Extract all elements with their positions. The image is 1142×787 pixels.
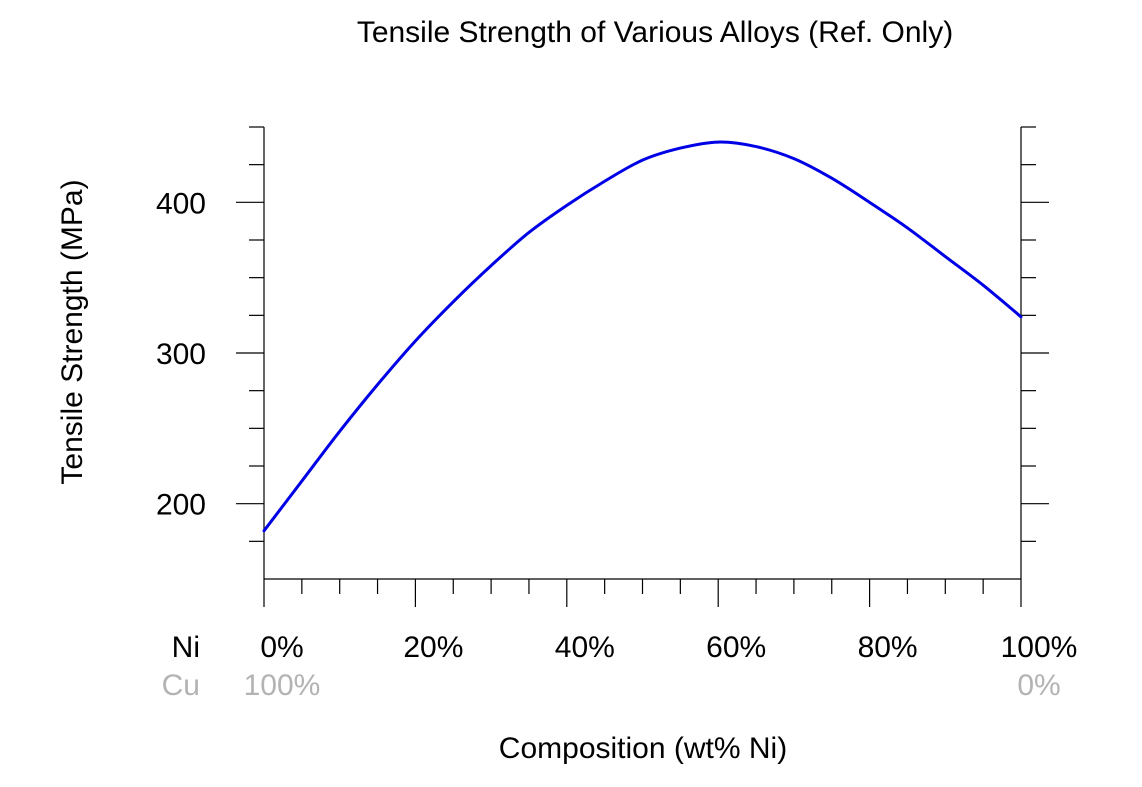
- axis-ticks: [236, 126, 1049, 607]
- secondary-component-name: Cu: [162, 669, 200, 702]
- x-tick-label-ni: 60%: [706, 631, 766, 664]
- series-group: [262, 140, 1023, 533]
- y-tick-label: 200: [156, 489, 206, 522]
- x-tick-label-ni: 100%: [1001, 631, 1078, 664]
- x-tick-label-ni: 0%: [260, 631, 303, 664]
- y-axis-label: Tensile Strength (MPa): [56, 179, 89, 484]
- primary-component-name: Ni: [172, 631, 200, 664]
- x-tick-label-ni: 40%: [555, 631, 615, 664]
- x-tick-label-ni: 80%: [858, 631, 918, 664]
- x-axis-label: Composition (wt% Ni): [499, 732, 787, 765]
- x-tick-label-cu: 0%: [1017, 669, 1060, 702]
- x-tick-label-ni: 20%: [403, 631, 463, 664]
- axis-tick-labels: 200 300 400 0% 20% 40% 60% 80% 100% 100% 0%: [156, 187, 1077, 702]
- y-tick-label: 400: [156, 187, 206, 220]
- plot-frame: [263, 127, 1022, 580]
- x-tick-label-cu: 100%: [244, 669, 321, 702]
- y-tick-label: 300: [156, 338, 206, 371]
- series-line: [262, 140, 1023, 533]
- chart-title: Tensile Strength of Various Alloys (Ref.…: [357, 16, 953, 49]
